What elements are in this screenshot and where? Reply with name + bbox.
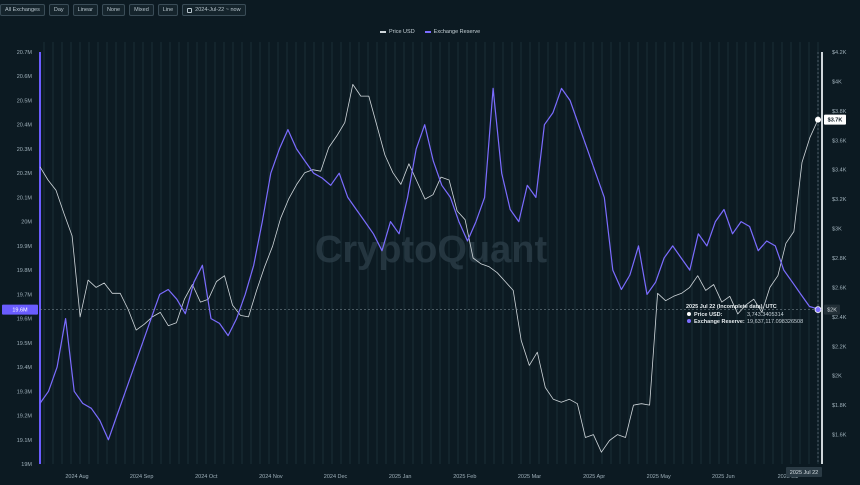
tooltip-title: 2025 Jul 22 (Incomplete data), UTC xyxy=(686,304,777,310)
legend-item-reserve[interactable]: Exchange Reserve xyxy=(424,29,481,35)
right-axis-tick-label: $3K xyxy=(832,227,842,233)
right-axis-tick-label: $2.4K xyxy=(832,315,847,321)
moving-average-none-button[interactable]: None xyxy=(101,4,126,16)
left-axis-tick-label: 19.6M xyxy=(17,317,33,323)
right-axis-tick-label: $3.4K xyxy=(832,168,847,174)
x-axis-tick-label: 2025 Jun xyxy=(712,474,735,480)
left-axis-tick-label: 19.4M xyxy=(17,365,33,371)
right-axis-tick-label: $3.8K xyxy=(832,109,847,115)
reserve-endpoint-dot xyxy=(814,306,822,313)
legend-label-price: Price USD xyxy=(389,29,415,35)
x-axis-tick-label: 2024 Nov xyxy=(259,474,283,480)
left-axis-tick-label: 19.5M xyxy=(17,341,33,347)
price-endpoint-dot xyxy=(815,116,821,123)
left-axis-tick-label: 20M xyxy=(21,220,32,226)
watermark-text: CryptoQuant xyxy=(315,229,548,271)
scale-linear-button[interactable]: Linear xyxy=(72,4,98,16)
right-axis-tick-label: $2.6K xyxy=(832,285,847,291)
right-axis-tick-label: $2.2K xyxy=(832,344,847,350)
left-axis-tick-label: 19.3M xyxy=(17,389,33,395)
bottom-date-marker-text: 2025 Jul 22 xyxy=(790,470,818,476)
left-axis-tick-label: 20.5M xyxy=(17,98,33,104)
chart-mode-mixed-button[interactable]: Mixed xyxy=(129,4,154,16)
interval-day-button[interactable]: Day xyxy=(48,4,69,16)
left-axis-tick-label: 20.2M xyxy=(17,171,33,177)
tooltip-row-label: Price USD: xyxy=(694,312,723,318)
left-axis-tick-label: 19.8M xyxy=(17,268,33,274)
left-axis-tick-label: 20.7M xyxy=(17,50,33,56)
right-axis-marker-badge xyxy=(824,304,840,315)
x-axis-tick-label: 2025 Mar xyxy=(518,474,541,480)
x-axis-tick-label: 2024 Dec xyxy=(324,474,348,480)
legend-swatch-reserve xyxy=(424,31,431,33)
toolbar: All Exchanges Day Linear None Mixed Line… xyxy=(0,4,246,20)
left-axis-tick-label: 20.4M xyxy=(17,123,33,129)
price-label-text: $3.7K xyxy=(828,118,843,124)
x-axis-tick-label: 2025 Apr xyxy=(583,474,605,480)
left-axis-tick-label: 20.6M xyxy=(17,74,33,80)
right-axis-marker-text: $2K xyxy=(827,308,837,314)
tooltip-marker-dot xyxy=(687,319,691,323)
left-axis-tick-label: 19.7M xyxy=(17,292,33,298)
price-usd-line xyxy=(39,84,819,453)
x-axis-tick-label: 2024 Oct xyxy=(195,474,218,480)
tooltip-row-value: 3,743.3405314 xyxy=(747,312,784,318)
left-axis-tick-label: 19.9M xyxy=(17,244,33,250)
right-axis-tick-label: $3.6K xyxy=(832,138,847,144)
chart-legend: Price USD Exchange Reserve xyxy=(380,29,480,35)
price-label-badge xyxy=(824,114,846,125)
right-axis-tick-label: $1.8K xyxy=(832,403,847,409)
right-axis-tick-label: $4K xyxy=(832,79,842,85)
exchange-selector-button[interactable]: All Exchanges xyxy=(0,4,45,16)
calendar-icon xyxy=(187,7,193,13)
left-axis-tick-label: 19M xyxy=(21,462,32,468)
tooltip-marker-dot xyxy=(687,312,691,316)
left-axis-marker-text: 19.6M xyxy=(12,308,28,314)
exchange-reserve-line xyxy=(39,87,819,441)
x-axis-tick-label: 2024 Aug xyxy=(65,474,88,480)
right-axis-tick-label: $3.2K xyxy=(832,197,847,203)
right-axis-tick-label: $2K xyxy=(832,374,842,380)
date-range-picker[interactable]: 2024-Jul-22 ~ now xyxy=(182,4,246,16)
tooltip-row-label: Exchange Reserve: xyxy=(694,319,745,325)
chart-style-line-button[interactable]: Line xyxy=(157,4,179,16)
legend-label-reserve: Exchange Reserve xyxy=(433,29,481,35)
legend-swatch-price xyxy=(380,31,386,33)
x-axis-tick-label: 2025 May xyxy=(647,474,671,480)
left-axis-marker-badge xyxy=(2,304,38,315)
left-axis-tick-label: 20.1M xyxy=(17,195,33,201)
bottom-date-marker-badge xyxy=(786,467,822,477)
x-axis-tick-label: 2024 Sep xyxy=(130,474,154,480)
legend-item-price[interactable]: Price USD xyxy=(380,29,415,35)
right-axis-tick-label: $2.8K xyxy=(832,256,847,262)
right-axis-tick-label: $1.6K xyxy=(832,433,847,439)
right-axis-tick-label: $4.2K xyxy=(832,50,847,56)
date-range-label: 2024-Jul-22 ~ now xyxy=(195,7,241,13)
left-axis-tick-label: 19.1M xyxy=(17,438,33,444)
tooltip-row-value: 19,637,117.098326508 xyxy=(747,319,803,325)
left-axis-tick-label: 19.2M xyxy=(17,414,33,420)
x-axis-tick-label: 2025 Feb xyxy=(453,474,476,480)
x-axis-tick-label: 2025 Jan xyxy=(389,474,412,480)
left-axis-tick-label: 20.3M xyxy=(17,147,33,153)
